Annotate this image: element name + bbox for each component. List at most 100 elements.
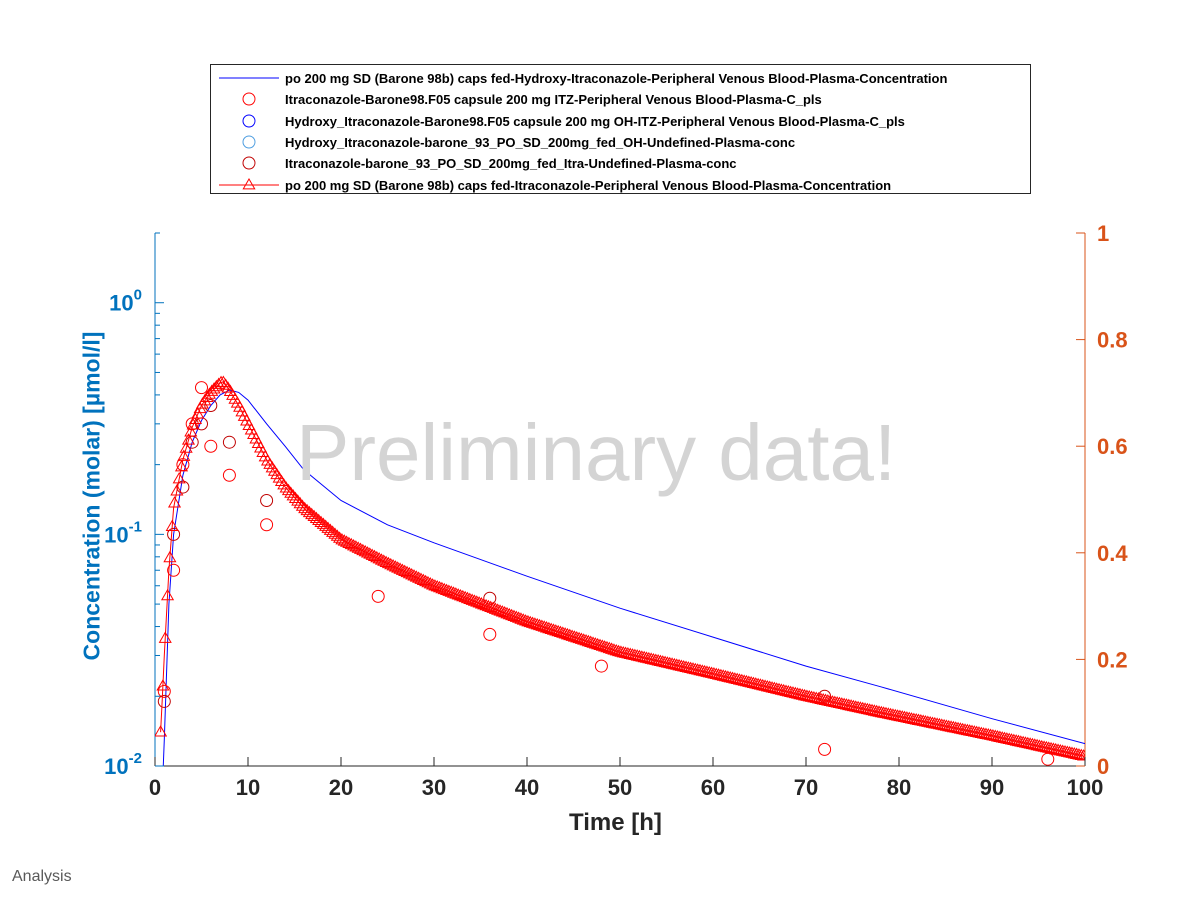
legend-item: Hydroxy_Itraconazole-Barone98.F05 capsul… xyxy=(211,111,1030,132)
series-marker-circle xyxy=(176,480,190,494)
footer-text: Analysis xyxy=(12,868,72,885)
series-marker-triangle xyxy=(212,377,226,389)
legend-symbol xyxy=(242,92,256,106)
series-marker-triangle xyxy=(323,523,337,535)
series-line xyxy=(162,389,1085,766)
series-marker-circle xyxy=(483,627,497,641)
series-marker-triangle xyxy=(1077,749,1085,761)
series-0 xyxy=(162,389,1085,766)
series-marker-triangle xyxy=(305,507,319,520)
y-right-tick-label: 0.6 xyxy=(1097,434,1128,459)
legend-symbol xyxy=(219,77,279,79)
series-marker-triangle xyxy=(172,472,186,484)
series-marker-circle xyxy=(222,435,236,449)
series-marker-triangle xyxy=(291,494,305,506)
series-marker-triangle xyxy=(184,425,198,437)
series-marker-triangle xyxy=(326,525,340,537)
legend-circle xyxy=(242,156,256,170)
series-marker-triangle xyxy=(181,433,196,445)
watermark-text: Preliminary data! xyxy=(296,408,897,497)
series-marker-triangle xyxy=(300,503,314,516)
series-marker-circle xyxy=(195,381,208,395)
series-marker-triangle xyxy=(281,483,296,496)
series-marker-triangle xyxy=(330,529,344,541)
legend-symbol xyxy=(219,177,279,189)
series-marker-circle xyxy=(167,527,181,541)
series-marker-circle xyxy=(818,742,832,756)
y-right-tick-label: 0.4 xyxy=(1097,541,1128,566)
series-marker-triangle xyxy=(174,459,189,472)
series-marker-triangle xyxy=(302,505,316,518)
series-marker-triangle xyxy=(328,527,342,539)
series-line xyxy=(160,381,1085,757)
legend-triangle xyxy=(242,177,256,189)
legend-item: Hydroxy_Itraconazole-barone_93_PO_SD_200… xyxy=(211,132,1030,153)
legend-circle xyxy=(242,92,256,106)
series-marker-triangle xyxy=(160,588,175,601)
series-marker-triangle xyxy=(298,501,312,514)
x-tick-label: 40 xyxy=(515,775,539,800)
legend-label: Itraconazole-barone_93_PO_SD_200mg_fed_I… xyxy=(285,156,737,172)
x-tick-label: 50 xyxy=(608,775,632,800)
y-axis-label-left: Concentration (molar) [µmol/l] xyxy=(78,331,105,661)
series-marker-triangle xyxy=(179,441,193,453)
chart-legend: po 200 mg SD (Barone 98b) caps fed-Hydro… xyxy=(210,64,1031,194)
series-marker-triangle xyxy=(219,378,233,390)
series-5 xyxy=(155,375,1085,761)
legend-symbol xyxy=(242,156,256,170)
series-marker-triangle xyxy=(209,379,223,392)
x-tick-label: 30 xyxy=(422,775,446,800)
legend-item: Itraconazole-barone_93_PO_SD_200mg_fed_I… xyxy=(211,153,1030,174)
series-marker-triangle xyxy=(1074,748,1085,760)
x-tick-label: 10 xyxy=(236,775,260,800)
legend-item: po 200 mg SD (Barone 98b) caps fed-Hydro… xyxy=(211,68,1030,89)
series-marker-circle xyxy=(371,589,385,603)
series-marker-triangle xyxy=(158,631,172,643)
series-marker-circle xyxy=(594,659,608,673)
x-tick-label: 20 xyxy=(329,775,353,800)
series-marker-circle xyxy=(204,399,218,413)
series-marker-circle xyxy=(260,494,274,508)
series-marker-triangle xyxy=(284,486,298,498)
series-layer xyxy=(155,375,1085,766)
x-tick-label: 80 xyxy=(887,775,911,800)
legend-label: Hydroxy_Itraconazole-barone_93_PO_SD_200… xyxy=(285,134,796,150)
series-marker-triangle xyxy=(295,499,309,511)
series-1 xyxy=(157,381,1055,766)
legend-item: Itraconazole-Barone98.F05 capsule 200 mg… xyxy=(211,89,1030,110)
y-left-tick-label: 10-1 xyxy=(104,518,142,547)
legend-label: po 200 mg SD (Barone 98b) caps fed-Itrac… xyxy=(285,177,892,193)
x-tick-label: 90 xyxy=(980,775,1004,800)
y-right-tick-label: 1 xyxy=(1097,221,1109,246)
series-marker-triangle xyxy=(167,496,182,508)
series-marker-triangle xyxy=(216,375,230,387)
legend-circle xyxy=(242,135,256,149)
series-marker-triangle xyxy=(314,515,328,527)
series-marker-triangle xyxy=(279,481,293,493)
legend-symbol xyxy=(242,135,256,149)
ticks-layer: 0 10 20 30 40 50 60 70 80 90 100 100 10-1 10-2 0 0.2 0.4… xyxy=(104,221,1128,800)
series-marker-triangle xyxy=(316,517,330,529)
legend-label: Hydroxy_Itraconazole-Barone98.F05 capsul… xyxy=(285,113,905,129)
series-marker-triangle xyxy=(293,496,307,509)
series-marker-triangle xyxy=(177,449,191,461)
y-right-tick-label: 0 xyxy=(1097,754,1109,779)
series-marker-triangle xyxy=(170,484,184,496)
series-marker-triangle xyxy=(286,488,300,501)
series-marker-triangle xyxy=(321,521,335,533)
y-right-tick-label: 0.2 xyxy=(1097,647,1128,672)
series-marker-triangle xyxy=(155,725,168,737)
legend-label: po 200 mg SD (Barone 98b) caps fed-Hydro… xyxy=(285,71,948,86)
x-tick-label: 100 xyxy=(1067,775,1104,800)
series-marker-triangle xyxy=(307,509,321,522)
series-marker-triangle xyxy=(156,679,170,691)
x-tick-label: 0 xyxy=(149,775,161,800)
series-marker-triangle xyxy=(163,550,177,563)
legend-item: po 200 mg SD (Barone 98b) caps fed-Itrac… xyxy=(211,175,1030,196)
series-marker-triangle xyxy=(309,511,323,524)
series-marker-circle xyxy=(222,468,236,482)
series-marker-circle xyxy=(157,684,171,698)
series-marker-triangle xyxy=(333,531,347,543)
series-marker-circle xyxy=(204,439,218,453)
